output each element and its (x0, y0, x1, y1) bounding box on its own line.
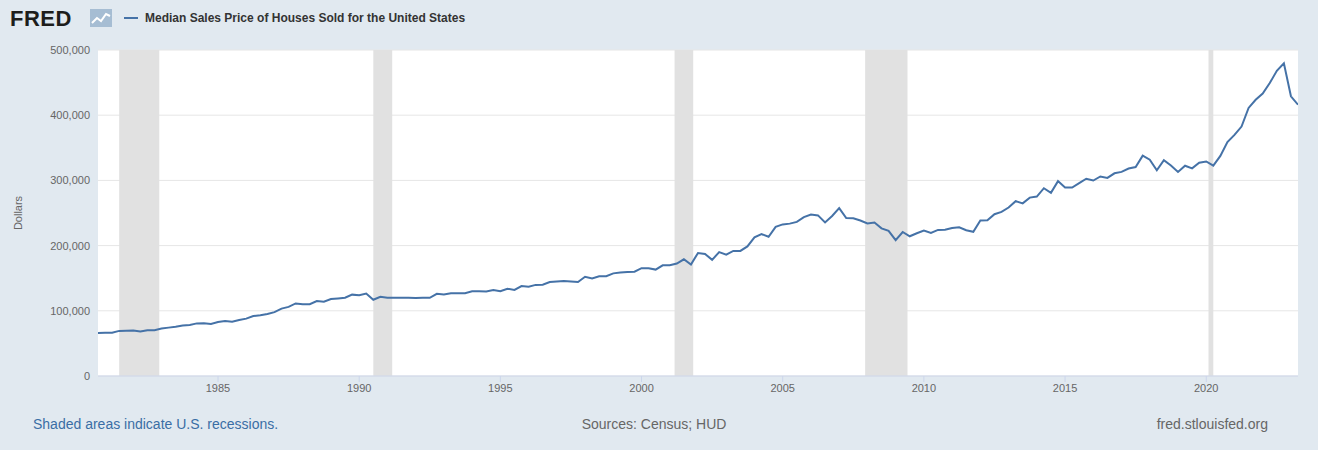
svg-text:0: 0 (84, 370, 90, 382)
svg-text:400,000: 400,000 (50, 109, 90, 121)
svg-text:500,000: 500,000 (50, 44, 90, 56)
svg-text:2010: 2010 (912, 382, 936, 394)
svg-text:200,000: 200,000 (50, 240, 90, 252)
svg-text:1985: 1985 (206, 382, 230, 394)
html-text:Dollars: Dollars (12, 195, 24, 231)
svg-text:1990: 1990 (347, 382, 371, 394)
svg-text:2020: 2020 (1194, 382, 1218, 394)
svg-text:300,000: 300,000 (50, 174, 90, 186)
svg-text:2015: 2015 (1053, 382, 1077, 394)
svg-text:2000: 2000 (629, 382, 653, 394)
svg-text:1995: 1995 (488, 382, 512, 394)
svg-text:2005: 2005 (770, 382, 794, 394)
html-text:Shaded areas indicate U.S. rec: Shaded areas indicate U.S. recessions. (33, 416, 279, 432)
html-text:Sources: Census; HUD: Sources: Census; HUD (581, 416, 727, 432)
html-text:fred.stlouisfed.org: fred.stlouisfed.org (1156, 416, 1268, 432)
html-text:FRED: FRED (10, 6, 72, 31)
svg-text:100,000: 100,000 (50, 305, 90, 317)
html-text:Median Sales Price of Houses S: Median Sales Price of Houses Sold for th… (145, 11, 466, 25)
